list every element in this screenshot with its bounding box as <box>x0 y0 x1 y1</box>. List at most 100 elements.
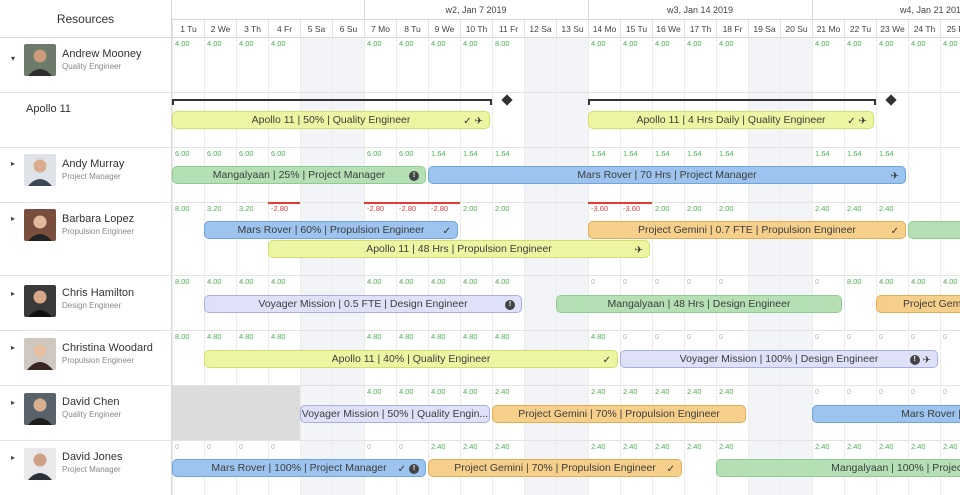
hours-value: 4.00 <box>463 277 478 286</box>
resource-row-christina-woodard[interactable]: ▸ Christina Woodard Propulsion Engineer <box>0 331 172 386</box>
overallocation-marker <box>396 202 428 204</box>
hours-value: 0 <box>399 442 404 451</box>
resources-header: Resources <box>0 0 171 38</box>
hours-value: 0 <box>879 332 884 341</box>
expand-icon[interactable]: ▸ <box>11 398 16 407</box>
day-label: 3 Th <box>236 19 268 38</box>
hours-value: 4.00 <box>399 387 414 396</box>
assignment-bar[interactable]: Mars Rover | 60% | Propulsion Engineer ✓ <box>204 221 458 239</box>
hours-value: 2.40 <box>879 442 894 451</box>
resource-role: Propulsion Engineer <box>62 356 135 365</box>
expand-icon[interactable]: ▸ <box>11 214 16 223</box>
row-divider <box>172 202 960 203</box>
resource-name: David Chen <box>62 396 120 408</box>
bar-label: Voyager Mission | 100% | Design Engineer <box>679 353 879 365</box>
collapse-icon[interactable]: ▾ <box>11 54 16 63</box>
overallocation-marker <box>620 202 652 204</box>
hours-value: 4.00 <box>623 39 638 48</box>
column-line <box>812 19 813 495</box>
assignment-bar[interactable]: Apollo 11 | 4 Hrs Daily | Quality Engine… <box>588 111 874 129</box>
assignment-bar[interactable]: Apollo 11 | 40% | Quality Engineer ✓ <box>204 350 618 368</box>
hours-value: 2.40 <box>719 442 734 451</box>
day-label: 1 Tu <box>172 19 204 38</box>
assignment-bar[interactable]: Project Gemini | 0.7 FTE | Propulsion En… <box>588 221 906 239</box>
check-icon: ✓ <box>397 463 406 475</box>
hours-value: 1.64 <box>655 149 670 158</box>
assignment-bar[interactable]: Apollo 11 | 48 Hrs | Propulsion Engineer… <box>268 240 650 258</box>
hours-value: -2.80 <box>431 204 449 213</box>
hours-value: 2.40 <box>623 442 638 451</box>
hours-value: 0 <box>367 442 372 451</box>
hours-value: 2.40 <box>495 442 510 451</box>
expand-icon[interactable]: ▸ <box>11 453 16 462</box>
expand-icon[interactable]: ▸ <box>11 289 16 298</box>
assignment-bar[interactable]: Mangalyaan | 48 Hrs | Design Engineer <box>556 295 842 313</box>
resource-row-david-jones[interactable]: ▸ David Jones Project Manager <box>0 441 172 495</box>
resource-row-chris-hamilton[interactable]: ▸ Chris Hamilton Design Engineer <box>0 276 172 331</box>
column-line <box>748 19 749 495</box>
assignment-bar[interactable]: Mangalyaan | 100% | Project <box>716 459 960 477</box>
assignment-bar[interactable]: Mars Rover | <box>812 405 960 423</box>
hours-value: 0 <box>815 332 820 341</box>
header-divider <box>172 37 960 38</box>
timeline-grid: w2, Jan 7 2019 w3, Jan 14 2019 w4, Jan 2… <box>172 0 960 495</box>
hours-value: 4.00 <box>431 39 446 48</box>
assignment-bar[interactable]: Project Gemini | 70% | Propulsion Engine… <box>492 405 746 423</box>
hours-value: -3.60 <box>591 204 609 213</box>
hours-value: 0 <box>911 332 916 341</box>
milestone-diamond[interactable] <box>501 94 513 106</box>
assignment-bar[interactable]: Project Gem <box>876 295 960 313</box>
hours-value: 1.64 <box>623 149 638 158</box>
resource-row-david-chen[interactable]: ▸ David Chen Quality Engineer <box>0 386 172 441</box>
assignment-bar[interactable]: Mars Rover | 100% | Project Manager ✓! <box>172 459 426 477</box>
hours-value: 2.00 <box>655 204 670 213</box>
assignment-bar[interactable]: Mangalyaan | 25% | Project Manager ! <box>172 166 426 184</box>
hours-value: 0 <box>655 277 660 286</box>
check-icon: ✓ <box>666 463 675 475</box>
hours-value: 0 <box>879 387 884 396</box>
assignment-bar[interactable]: Mars Rover | 70 Hrs | Project Manager ✈ <box>428 166 906 184</box>
resource-name: David Jones <box>62 451 123 463</box>
project-name: Apollo 11 <box>26 103 72 115</box>
project-row-apollo-11[interactable]: Apollo 11 <box>0 93 172 148</box>
column-line <box>236 19 237 495</box>
hours-value: 2.40 <box>591 442 606 451</box>
avatar <box>24 448 56 480</box>
overallocation-marker <box>364 202 396 204</box>
assignment-bar[interactable]: Project Gemini | 70% | Propulsion Engine… <box>428 459 682 477</box>
resource-name: Andy Murray <box>62 158 125 170</box>
hours-value: 4.00 <box>463 39 478 48</box>
hours-value: 2.00 <box>463 204 478 213</box>
hours-value: 4.00 <box>847 39 862 48</box>
hours-value: 2.40 <box>463 442 478 451</box>
day-label: 4 Fr <box>268 19 300 38</box>
bar-label: Apollo 11 | 40% | Quality Engineer <box>331 353 491 365</box>
day-label: 18 Fr <box>716 19 748 38</box>
hours-value: 1.64 <box>591 149 606 158</box>
header-divider <box>172 19 960 20</box>
expand-icon[interactable]: ▸ <box>11 343 16 352</box>
column-line <box>876 19 877 495</box>
hours-value: 1.64 <box>463 149 478 158</box>
avatar <box>24 285 56 317</box>
day-label: 17 Th <box>684 19 716 38</box>
week-label: w2, Jan 7 2019 <box>445 4 507 15</box>
hours-value: 8.00 <box>175 332 190 341</box>
resource-row-barbara-lopez[interactable]: ▸ Barbara Lopez Propulsion Engineer <box>0 203 172 276</box>
assignment-bar[interactable]: Apollo 11 | 50% | Quality Engineer ✓ ✈ <box>172 111 490 129</box>
alert-icon: ! <box>909 355 920 365</box>
assignment-bar[interactable]: Voyager Mission | 50% | Quality Engin... <box>300 405 490 423</box>
expand-icon[interactable]: ▸ <box>11 159 16 168</box>
hours-value: 6.00 <box>399 149 414 158</box>
assignment-bar[interactable]: Voyager Mission | 0.5 FTE | Design Engin… <box>204 295 522 313</box>
assignment-bar[interactable]: Voyager Mission | 100% | Design Engineer… <box>620 350 938 368</box>
milestone-diamond[interactable] <box>885 94 897 106</box>
assignment-bar[interactable] <box>908 221 960 239</box>
hours-value: 6.00 <box>367 149 382 158</box>
resource-row-andy-murray[interactable]: ▸ Andy Murray Project Manager <box>0 148 172 203</box>
hours-value: 4.00 <box>399 39 414 48</box>
hours-value: 4.80 <box>591 332 606 341</box>
weekend-column <box>780 38 812 495</box>
resource-row-andrew-mooney[interactable]: ▾ Andrew Mooney Quality Engineer <box>0 38 172 93</box>
bar-label: Apollo 11 | 48 Hrs | Propulsion Engineer <box>366 243 552 255</box>
